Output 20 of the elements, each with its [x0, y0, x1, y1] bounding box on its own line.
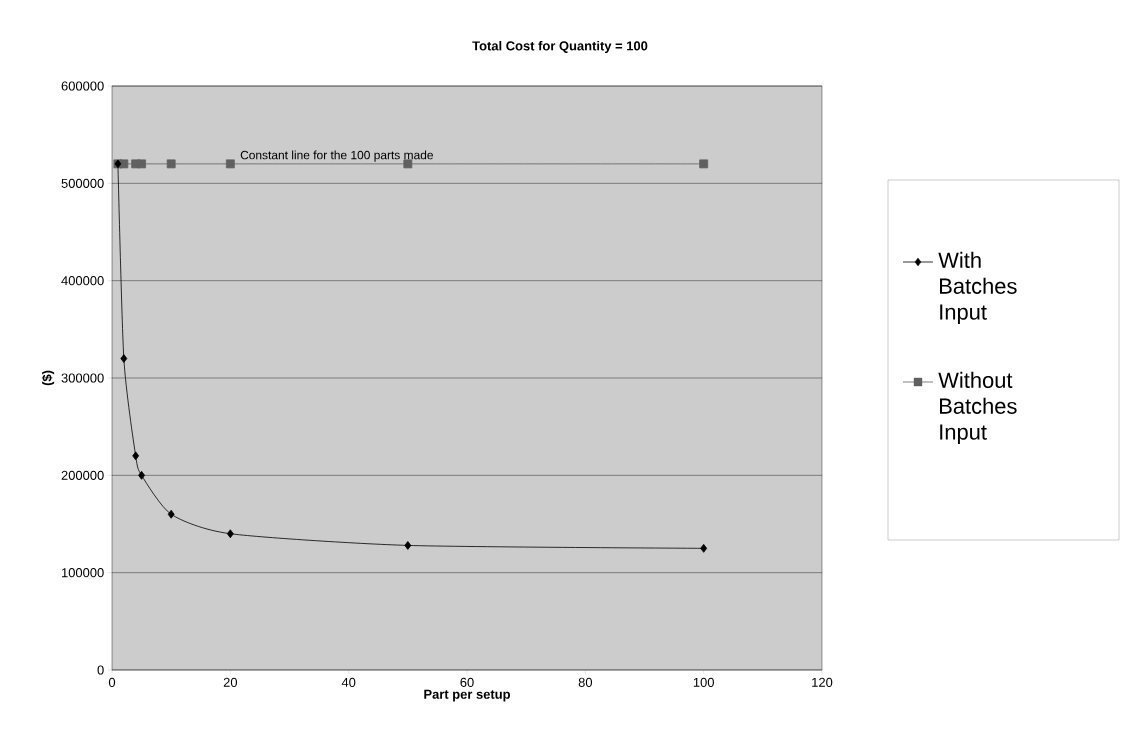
chart-title: Total Cost for Quantity = 100	[472, 40, 648, 54]
y-tick-label: 200000	[61, 470, 104, 480]
legend-label: With Batches Input	[938, 251, 1017, 325]
x-tick-label: 60	[460, 677, 474, 687]
legend-label: Without Batches Input	[938, 371, 1017, 445]
x-tick-label: 80	[578, 677, 593, 687]
y-tick-label: 300000	[61, 373, 104, 383]
annotation: Constant line for the 100 parts made	[240, 150, 433, 162]
x-axis-title: Part per setup	[424, 689, 510, 702]
y-axis-title: ($)	[41, 370, 55, 386]
x-tick-label: 120	[812, 677, 833, 687]
x-tick-label: 0	[108, 677, 116, 687]
y-tick-label: 100000	[62, 568, 104, 578]
y-tick-label: 400000	[61, 276, 104, 286]
x-tick-label: 40	[341, 677, 356, 687]
x-tick-label: 20	[223, 677, 238, 687]
x-tick-label: 100	[693, 677, 714, 687]
y-tick-label: 0	[97, 665, 104, 675]
y-tick-label: 600000	[61, 81, 104, 91]
y-tick-label: 500000	[61, 178, 104, 188]
